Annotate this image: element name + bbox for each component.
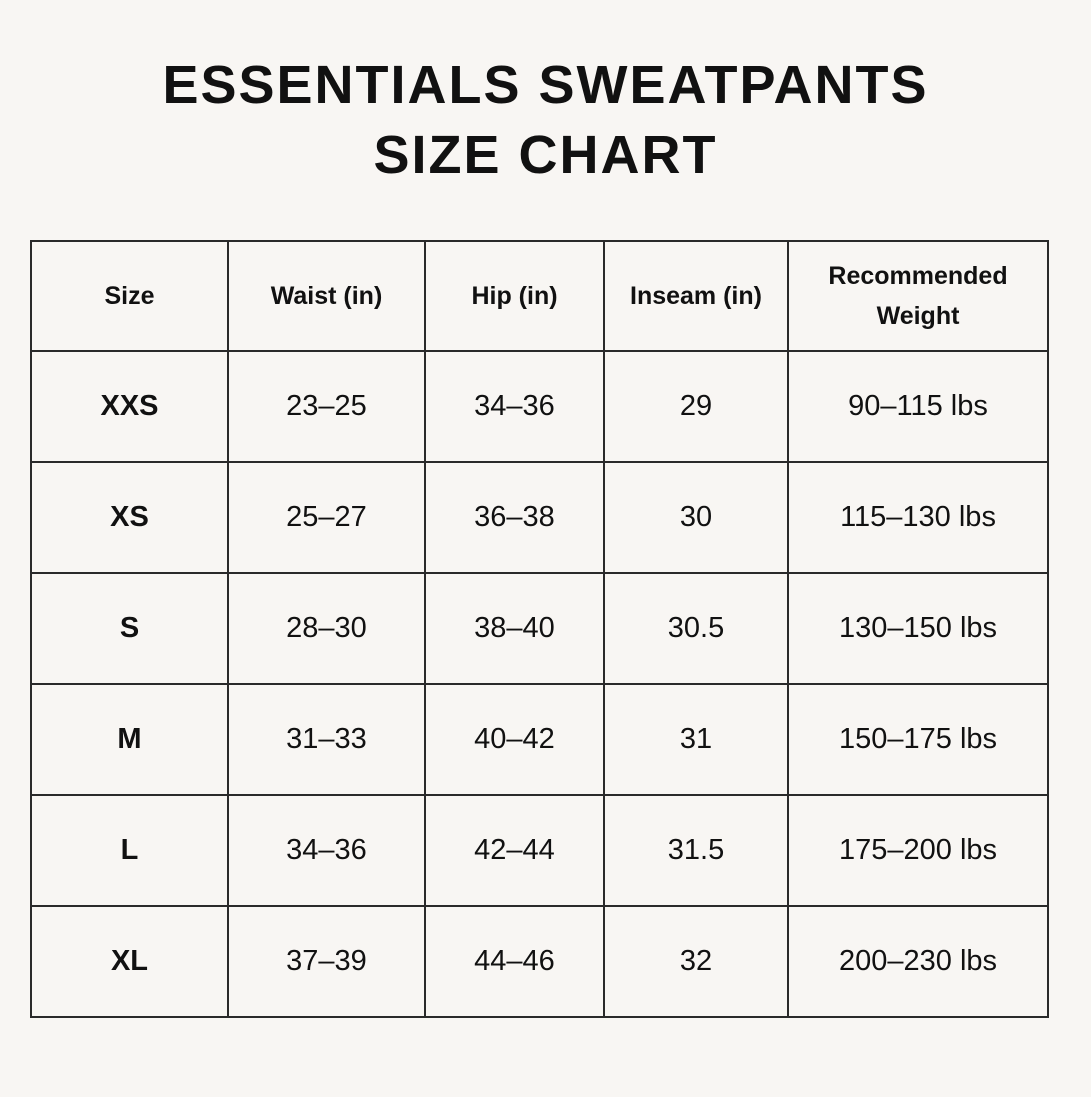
title-line: ESSENTIALS SWEATPANTS — [162, 55, 929, 115]
table-cell: 25–27 — [227, 461, 426, 574]
size-cell: XL — [30, 905, 229, 1018]
table-row: XXS 23–25 34–36 29 90–115 lbs — [30, 350, 1049, 463]
table-cell: 28–30 — [227, 572, 426, 685]
table-cell: 44–46 — [424, 905, 605, 1018]
table-cell: 37–39 — [227, 905, 426, 1018]
table-row: XL 37–39 44–46 32 200–230 lbs — [30, 905, 1049, 1018]
column-header: Waist (in) — [227, 240, 426, 352]
table-cell: 200–230 lbs — [787, 905, 1049, 1018]
size-table: Size Waist (in) Hip (in) Inseam (in) Recomme… — [30, 240, 1049, 1018]
table-cell: 29 — [603, 350, 789, 463]
table-row: L 34–36 42–44 31.5 175–200 lbs — [30, 794, 1049, 907]
table-cell: 34–36 — [424, 350, 605, 463]
size-cell: M — [30, 683, 229, 796]
column-header: Hip (in) — [424, 240, 605, 352]
table-cell: 40–42 — [424, 683, 605, 796]
table-cell: 23–25 — [227, 350, 426, 463]
column-header: Size — [30, 240, 229, 352]
table-cell: 42–44 — [424, 794, 605, 907]
table-cell: 30.5 — [603, 572, 789, 685]
table-cell: 38–40 — [424, 572, 605, 685]
title-block: ESSENTIALS SWEATPANTS SIZE CHART — [0, 50, 1091, 190]
table-cell: 36–38 — [424, 461, 605, 574]
table-row: S 28–30 38–40 30.5 130–150 lbs — [30, 572, 1049, 685]
table-body: XXS 23–25 34–36 29 90–115 lbs XS 25–27 36–38 30 1… — [30, 350, 1049, 1018]
table-cell: 175–200 lbs — [787, 794, 1049, 907]
size-cell: S — [30, 572, 229, 685]
table-row: M 31–33 40–42 31 150–175 lbs — [30, 683, 1049, 796]
table-cell: 90–115 lbs — [787, 350, 1049, 463]
table-cell: 32 — [603, 905, 789, 1018]
header-row: Size Waist (in) Hip (in) Inseam (in) Recomme… — [30, 240, 1049, 352]
title-line: SIZE CHART — [373, 125, 718, 185]
table-cell: 31.5 — [603, 794, 789, 907]
table-cell: 31 — [603, 683, 789, 796]
table-cell: 31–33 — [227, 683, 426, 796]
column-header: Inseam (in) — [603, 240, 789, 352]
size-cell: XS — [30, 461, 229, 574]
table-cell: 130–150 lbs — [787, 572, 1049, 685]
table-cell: 30 — [603, 461, 789, 574]
table-cell: 34–36 — [227, 794, 426, 907]
column-header: Recommended Weight — [787, 240, 1049, 352]
size-cell: XXS — [30, 350, 229, 463]
table-cell: 150–175 lbs — [787, 683, 1049, 796]
table-cell: 115–130 lbs — [787, 461, 1049, 574]
table-row: XS 25–27 36–38 30 115–130 lbs — [30, 461, 1049, 574]
size-cell: L — [30, 794, 229, 907]
